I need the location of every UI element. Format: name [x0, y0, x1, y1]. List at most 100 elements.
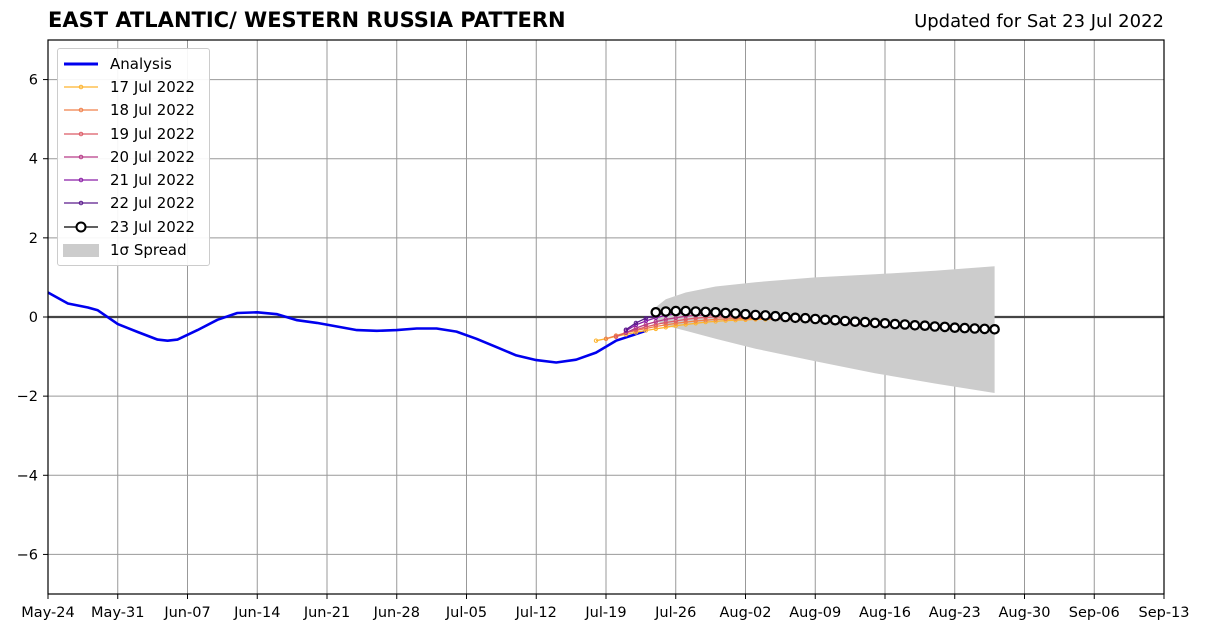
x-tick-label: Jul-12: [515, 605, 557, 621]
current-forecast-point: [720, 307, 731, 319]
legend-item-current-forecast: 23 Jul 2022: [58, 215, 209, 238]
forecast-point: [653, 326, 658, 332]
current-forecast-point: [919, 320, 931, 331]
legend-item-forecast: 21 Jul 2022: [58, 168, 209, 191]
x-tick-label: Aug-09: [789, 605, 841, 621]
forecast-point: [653, 322, 658, 327]
legend-item-forecast: 22 Jul 2022: [58, 192, 209, 215]
current-forecast-point: [809, 313, 821, 325]
current-forecast-point: [710, 306, 721, 318]
legend-label: 22 Jul 2022: [110, 194, 195, 213]
y-tick-label: 2: [29, 231, 38, 247]
forecast-point: [683, 319, 688, 325]
current-forecast-point: [929, 321, 941, 332]
forecast-point: [703, 318, 708, 323]
forecast-point: [663, 322, 668, 328]
forecast-point: [643, 324, 649, 330]
chart-title: EAST ATLANTIC/ WESTERN RUSSIA PATTERN: [48, 8, 566, 32]
legend-swatch-analysis: [64, 62, 98, 66]
x-tick-label: Jul-19: [584, 605, 626, 621]
forecast-point: [593, 338, 599, 343]
current-forecast-point: [819, 314, 831, 326]
current-forecast-point: [690, 306, 701, 317]
legend-item-forecast: 19 Jul 2022: [58, 122, 209, 145]
current-forecast-point: [789, 312, 801, 324]
forecast-point: [603, 336, 609, 341]
plot-frame: [47, 39, 1165, 595]
x-tick-label: Jun-28: [373, 605, 420, 621]
legend-label: 17 Jul 2022: [110, 77, 195, 96]
legend-label: 19 Jul 2022: [110, 124, 195, 143]
forecast-point: [653, 319, 658, 324]
x-tick-label: Aug-02: [720, 605, 772, 621]
forecast-point: [683, 322, 688, 327]
forecast-point: [613, 334, 619, 339]
current-forecast-point: [899, 319, 911, 330]
current-forecast-point: [979, 323, 990, 335]
forecast-point: [663, 325, 668, 330]
x-tick-label: Jun-14: [233, 605, 280, 621]
current-forecast-point: [839, 315, 851, 327]
current-forecast-point: [680, 305, 691, 317]
x-tick-label: May-31: [91, 605, 144, 621]
updated-date: Updated for Sat 23 Jul 2022: [914, 11, 1164, 32]
legend-swatch-forecast: [64, 107, 98, 113]
legend-label: 21 Jul 2022: [110, 171, 195, 190]
forecast-point: [643, 318, 649, 324]
x-tick-label: Sep-06: [1069, 605, 1120, 621]
y-tick-label: 4: [29, 152, 38, 168]
x-tick-label: Aug-23: [929, 605, 981, 621]
current-forecast-point: [989, 323, 1000, 335]
current-forecast-point: [750, 309, 761, 321]
legend-label: 23 Jul 2022: [110, 217, 195, 236]
forecast-point: [633, 320, 639, 326]
x-tick-label: Jul-05: [445, 605, 487, 621]
legend-item-analysis: Analysis: [58, 52, 209, 75]
forecast-point: [713, 317, 718, 322]
current-forecast-point: [949, 322, 961, 333]
legend-label: Analysis: [110, 54, 172, 73]
forecast-point: [693, 318, 698, 324]
y-tick-label: 6: [29, 73, 38, 89]
x-tick-label: Jun-07: [163, 605, 210, 621]
current-forecast-point: [760, 310, 771, 321]
current-forecast-point: [909, 319, 921, 331]
current-forecast-point: [869, 317, 881, 329]
legend-swatch-forecast: [64, 84, 98, 90]
current-forecast-point: [879, 317, 891, 329]
legend-swatch-forecast: [64, 177, 98, 183]
y-tick-label: 0: [29, 310, 38, 326]
current-forecast-point: [700, 306, 711, 318]
current-forecast-point: [939, 321, 951, 333]
y-tick-label: −6: [17, 547, 38, 563]
x-tick-label: Jul-26: [654, 605, 696, 621]
x-tick-label: May-24: [21, 605, 74, 621]
x-tick-label: Aug-30: [999, 605, 1051, 621]
analysis-line: [47, 291, 647, 364]
forecast-point: [663, 317, 668, 322]
current-forecast-point: [969, 323, 980, 334]
current-forecast-point: [799, 312, 811, 324]
x-tick-label: Jun-21: [303, 605, 350, 621]
current-forecast-point: [770, 310, 781, 322]
current-forecast-point: [660, 306, 672, 317]
x-tick-label: Sep-13: [1138, 605, 1189, 621]
current-forecast-point: [670, 305, 682, 317]
legend-item-forecast: 20 Jul 2022: [58, 145, 209, 168]
current-forecast-point: [740, 308, 751, 320]
legend-item-forecast: 17 Jul 2022: [58, 75, 209, 98]
legend-item-forecast: 18 Jul 2022: [58, 99, 209, 122]
current-forecast-point: [859, 316, 871, 328]
current-forecast-point: [889, 318, 901, 330]
current-forecast-point: [849, 316, 861, 327]
legend-swatch-current-forecast: [64, 221, 98, 233]
x-tick-label: Aug-16: [859, 605, 911, 621]
current-forecast-point: [780, 311, 791, 323]
legend-label: 1σ Spread: [110, 241, 187, 260]
current-forecast-point: [829, 314, 841, 326]
y-tick-label: −2: [17, 389, 38, 405]
current-forecast-point: [650, 306, 662, 318]
legend-swatch-forecast: [64, 131, 98, 136]
legend-item-spread: 1σ Spread: [58, 238, 209, 261]
